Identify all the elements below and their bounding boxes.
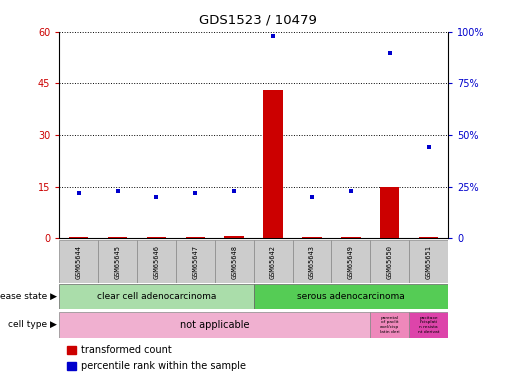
Text: GSM65644: GSM65644: [76, 244, 82, 279]
Text: not applicable: not applicable: [180, 320, 249, 330]
Text: GSM65648: GSM65648: [231, 244, 237, 279]
Text: GSM65650: GSM65650: [387, 244, 393, 279]
Point: [386, 50, 394, 55]
Bar: [332, 240, 370, 283]
Bar: [147, 237, 166, 238]
Bar: [293, 240, 332, 283]
Bar: [380, 187, 400, 238]
Text: disease state ▶: disease state ▶: [0, 292, 57, 301]
Text: parental
of paclit
axel/cisp
latin deri: parental of paclit axel/cisp latin deri: [380, 316, 400, 334]
Point: [269, 33, 277, 39]
Bar: [67, 346, 76, 354]
Bar: [253, 240, 293, 283]
Bar: [341, 237, 360, 238]
Point: [230, 188, 238, 194]
Text: pacitaxe
l/cisplati
n resista
nt derivat: pacitaxe l/cisplati n resista nt derivat: [418, 316, 439, 334]
Bar: [98, 240, 137, 283]
Point: [75, 190, 83, 196]
Point: [424, 144, 433, 150]
Bar: [419, 237, 438, 238]
Text: GSM65646: GSM65646: [153, 244, 160, 279]
Text: transformed count: transformed count: [81, 345, 172, 355]
Bar: [302, 237, 322, 238]
Text: GSM65651: GSM65651: [425, 244, 432, 279]
Text: GSM65643: GSM65643: [309, 244, 315, 279]
Text: clear cell adenocarcinoma: clear cell adenocarcinoma: [97, 292, 216, 301]
Text: serous adenocarcinoma: serous adenocarcinoma: [297, 292, 405, 301]
Text: GDS1523 / 10479: GDS1523 / 10479: [199, 13, 316, 26]
Bar: [59, 312, 370, 338]
Bar: [185, 237, 205, 238]
Point: [191, 190, 199, 196]
Bar: [69, 237, 89, 238]
Bar: [370, 312, 409, 338]
Point: [152, 194, 161, 200]
Text: GSM65645: GSM65645: [114, 244, 121, 279]
Point: [113, 188, 122, 194]
Text: GSM65649: GSM65649: [348, 244, 354, 279]
Bar: [409, 312, 448, 338]
Bar: [370, 240, 409, 283]
Bar: [176, 240, 215, 283]
Bar: [59, 284, 253, 309]
Text: GSM65642: GSM65642: [270, 244, 276, 279]
Text: GSM65647: GSM65647: [192, 244, 198, 279]
Text: cell type ▶: cell type ▶: [8, 320, 57, 329]
Bar: [263, 90, 283, 238]
Bar: [253, 284, 448, 309]
Bar: [215, 240, 253, 283]
Bar: [409, 240, 448, 283]
Text: percentile rank within the sample: percentile rank within the sample: [81, 361, 246, 371]
Bar: [225, 236, 244, 238]
Bar: [108, 237, 127, 238]
Bar: [137, 240, 176, 283]
Bar: [59, 240, 98, 283]
Point: [347, 188, 355, 194]
Point: [308, 194, 316, 200]
Bar: [67, 362, 76, 370]
